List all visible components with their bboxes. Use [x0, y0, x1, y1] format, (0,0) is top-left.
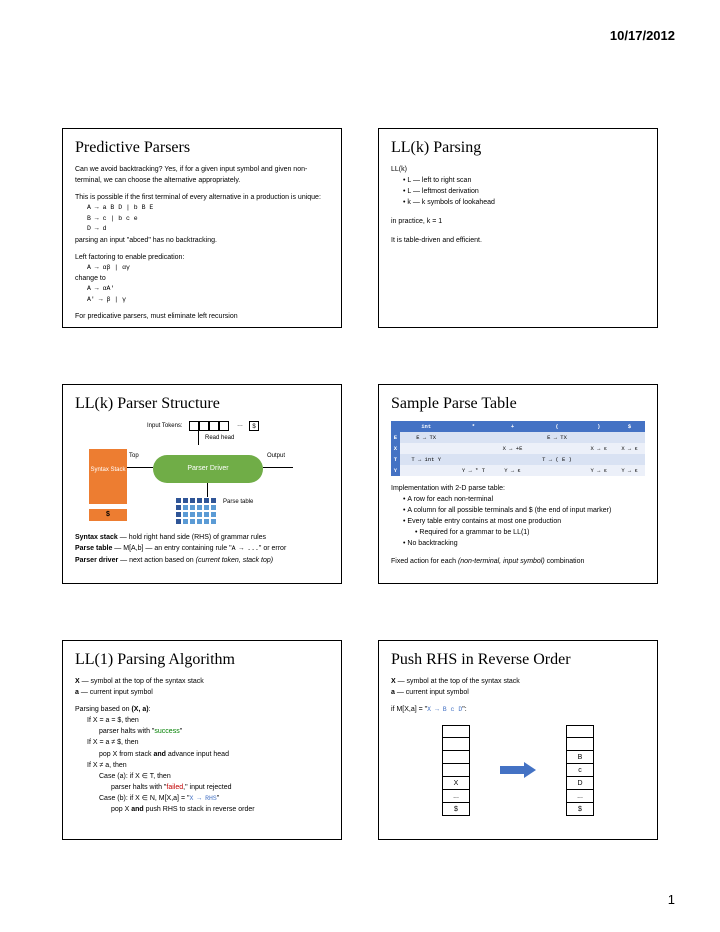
slide-title: Push RHS in Reverse Order [391, 651, 645, 669]
end-marker: $ [249, 421, 259, 431]
arrow-down [198, 431, 199, 445]
table-header-row: int*+()$ [391, 421, 645, 432]
connector-line [207, 483, 208, 497]
table-row: XX → +EX → εX → ε [391, 443, 645, 454]
slide-predictive-parsers: Predictive Parsers Can we avoid backtrac… [62, 128, 342, 328]
text-line: pop X and push RHS to stack in reverse o… [111, 805, 329, 814]
parse-table-grid [175, 497, 217, 525]
slide-title: LL(1) Parsing Algorithm [75, 651, 329, 669]
parse-table-label: Parse table [223, 499, 253, 505]
footer-line: Syntax stack — hold right hand side (RHS… [75, 533, 329, 542]
top-label: Top [129, 453, 139, 459]
bullet-item: A row for each non-terminal [403, 495, 645, 504]
slide-llk-structure: LL(k) Parser Structure Input Tokens: … $… [62, 384, 342, 584]
text-line: change to [75, 274, 329, 283]
bullet-item: L — leftmost derivation [403, 187, 645, 196]
text-line: Left factoring to enable predication: [75, 253, 329, 262]
text-line: Parsing based on (X, a): [75, 705, 329, 714]
text-line: Case (a): if X ∈ T, then [99, 772, 329, 781]
text-line: a — current input symbol [391, 688, 645, 697]
slides-grid: Predictive Parsers Can we avoid backtrac… [62, 128, 658, 840]
text-line: X — symbol at the top of the syntax stac… [391, 677, 645, 686]
stack-after: B c D ... $ [566, 725, 594, 816]
output-label: Output [267, 453, 285, 459]
text-line: Fixed action for each (non-terminal, inp… [391, 557, 645, 566]
bullet-item: L — left to right scan [403, 176, 645, 185]
text-line: Case (b): if X ∈ N, M[X,a] = "X → RHS" [99, 794, 329, 803]
bullet-item: Required for a grammar to be LL(1) [415, 528, 645, 537]
slide-title: LL(k) Parsing [391, 139, 645, 157]
slide-ll1-algorithm: LL(1) Parsing Algorithm X — symbol at th… [62, 640, 342, 840]
connector-line [263, 467, 293, 468]
text-line: parser halts with "failed," input reject… [111, 783, 329, 792]
syntax-stack-box: Syntax Stack [89, 449, 127, 504]
ellipsis: … [237, 422, 243, 428]
text-line: If X = a ≠ $, then [87, 738, 329, 747]
connector-line [127, 467, 153, 468]
text-line: X — symbol at the top of the syntax stac… [75, 677, 329, 686]
tokens-label: Input Tokens: [147, 423, 183, 429]
bullet-item: k — k symbols of lookahead [403, 198, 645, 207]
text-line: For predicative parsers, must eliminate … [75, 312, 329, 321]
text-line: parser halts with "success" [99, 727, 329, 736]
text-line: If X = a = $, then [87, 716, 329, 725]
slide-title: LL(k) Parser Structure [75, 395, 329, 413]
arrow-right-icon [500, 762, 536, 778]
grammar-rule: A' → β | γ [87, 296, 329, 304]
text-line: If X ≠ a, then [87, 761, 329, 770]
grammar-rule: A → αA' [87, 285, 329, 293]
slide-sample-parse-table: Sample Parse Table int*+()$ EE → TXE → T… [378, 384, 658, 584]
token-boxes [189, 421, 229, 431]
grammar-rule: B → c | b c e [87, 215, 329, 223]
grammar-rule: D → d [87, 225, 329, 233]
footer-line: Parse table — M[A,b] — an entry containi… [75, 544, 329, 553]
text-line: It is table-driven and efficient. [391, 236, 645, 245]
slide-llk-parsing: LL(k) Parsing LL(k) L — left to right sc… [378, 128, 658, 328]
page-number: 1 [668, 892, 675, 907]
stack-before: X ... $ [442, 725, 470, 816]
grammar-rule: A → αβ | αγ [87, 264, 329, 272]
table-row: TT → int YT → ( E ) [391, 454, 645, 465]
grammar-rule: A → a B D | b B E [87, 204, 329, 212]
text-line: Implementation with 2-D parse table: [391, 484, 645, 493]
text-line: a — current input symbol [75, 688, 329, 697]
bullet-item: No backtracking [403, 539, 645, 548]
text-line: terminal, we can choose the alternative … [75, 176, 329, 185]
bullet-item: A column for all possible terminals and … [403, 506, 645, 515]
slide-push-rhs: Push RHS in Reverse Order X — symbol at … [378, 640, 658, 840]
table-row: EE → TXE → TX [391, 432, 645, 443]
stack-bottom: $ [89, 509, 127, 521]
parse-table: int*+()$ EE → TXE → TX XX → +EX → εX → ε… [391, 421, 645, 476]
text-line: LL(k) [391, 165, 645, 174]
text-line: pop X from stack and advance input head [99, 750, 329, 759]
readhead-label: Read head [205, 435, 234, 441]
text-line: if M[X,a] = "X → B c D": [391, 705, 645, 714]
text-line: in practice, k = 1 [391, 217, 645, 226]
date-header: 10/17/2012 [610, 28, 675, 43]
text-line: parsing an input "abced" has no backtrac… [75, 236, 329, 245]
slide-title: Sample Parse Table [391, 395, 645, 413]
parser-driver-box: Parser Driver [153, 455, 263, 483]
stack-diagram: X ... $ B c D ... $ [391, 725, 645, 816]
parser-structure-diagram: Input Tokens: … $ Read head Syntax Stack… [75, 421, 329, 531]
table-row: YY → * TY → εY → εY → ε [391, 465, 645, 476]
slide-title: Predictive Parsers [75, 139, 329, 157]
footer-line: Parser driver — next action based on (cu… [75, 556, 329, 565]
text-line: This is possible if the first terminal o… [75, 193, 329, 202]
text-line: Can we avoid backtracking? Yes, if for a… [75, 165, 329, 174]
bullet-item: Every table entry contains at most one p… [403, 517, 645, 526]
